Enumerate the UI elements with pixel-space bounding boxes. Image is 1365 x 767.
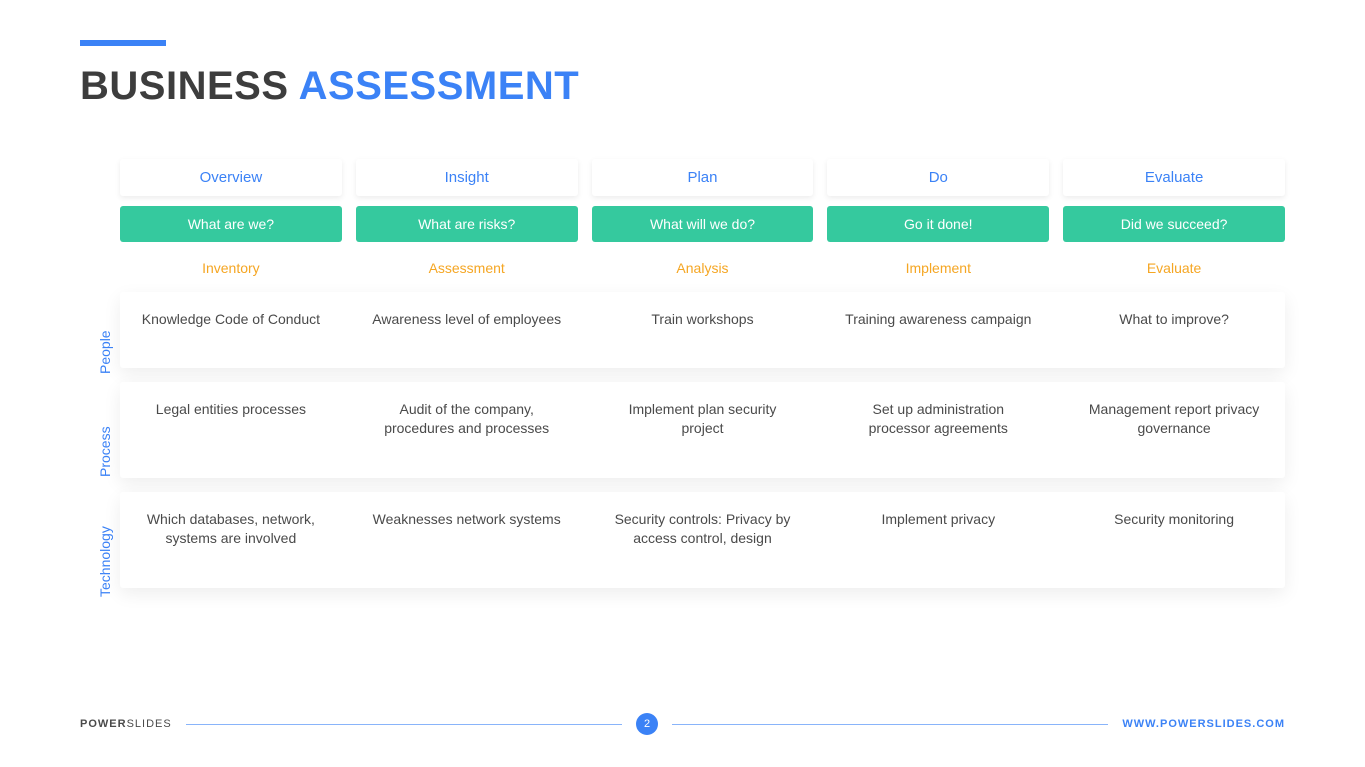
- row-labels: People Process Technology: [90, 307, 120, 617]
- question-row: What are we? What are risks? What will w…: [120, 206, 1285, 242]
- cell-people-implement: Training awareness campaign: [827, 310, 1049, 350]
- footer-brand: POWERSLIDES: [80, 718, 172, 730]
- row-label-technology: Technology: [90, 507, 120, 617]
- footer-line-right: [672, 724, 1108, 725]
- header-evaluate: Evaluate: [1063, 159, 1285, 196]
- footer-line-left: [186, 724, 622, 725]
- subheader-row: Inventory Assessment Analysis Implement …: [120, 256, 1285, 280]
- row-label-process: Process: [90, 397, 120, 507]
- header-do: Do: [827, 159, 1049, 196]
- title-accent-bar: [80, 40, 166, 46]
- cell-people-inventory: Knowledge Code of Conduct: [120, 310, 342, 350]
- cell-process-evaluate: Management report privacy governance: [1063, 400, 1285, 460]
- cell-technology-implement: Implement privacy: [827, 510, 1049, 570]
- footer-brand-light: SLIDES: [127, 718, 172, 730]
- header-overview: Overview: [120, 159, 342, 196]
- cell-process-assessment: Audit of the company, procedures and pro…: [356, 400, 578, 460]
- page-number: 2: [636, 713, 658, 735]
- question-overview: What are we?: [120, 206, 342, 242]
- question-insight: What are risks?: [356, 206, 578, 242]
- assessment-matrix: People Process Technology Overview Insig…: [80, 159, 1285, 617]
- cell-technology-inventory: Which databases, network, systems are in…: [120, 510, 342, 570]
- row-label-people: People: [90, 307, 120, 397]
- subheader-inventory: Inventory: [120, 256, 342, 280]
- page-title: BUSINESS ASSESSMENT: [80, 64, 1285, 109]
- title-part-1: BUSINESS: [80, 64, 299, 108]
- cell-technology-assessment: Weaknesses network systems: [356, 510, 578, 570]
- data-row-people: Knowledge Code of Conduct Awareness leve…: [120, 292, 1285, 368]
- cell-technology-evaluate: Security monitoring: [1063, 510, 1285, 570]
- cell-people-assessment: Awareness level of employees: [356, 310, 578, 350]
- footer-brand-bold: POWER: [80, 718, 127, 730]
- cell-process-implement: Set up administration processor agreemen…: [827, 400, 1049, 460]
- question-evaluate: Did we succeed?: [1063, 206, 1285, 242]
- matrix-body: Overview Insight Plan Do Evaluate What a…: [120, 159, 1285, 617]
- subheader-analysis: Analysis: [592, 256, 814, 280]
- slide: BUSINESS ASSESSMENT People Process Techn…: [0, 0, 1365, 767]
- subheader-implement: Implement: [827, 256, 1049, 280]
- question-do: Go it done!: [827, 206, 1049, 242]
- slide-footer: POWERSLIDES 2 WWW.POWERSLIDES.COM: [80, 713, 1285, 735]
- cell-people-analysis: Train workshops: [592, 310, 814, 350]
- data-row-process: Legal entities processes Audit of the co…: [120, 382, 1285, 478]
- data-row-technology: Which databases, network, systems are in…: [120, 492, 1285, 588]
- header-plan: Plan: [592, 159, 814, 196]
- header-row: Overview Insight Plan Do Evaluate: [120, 159, 1285, 196]
- question-plan: What will we do?: [592, 206, 814, 242]
- cell-process-inventory: Legal entities processes: [120, 400, 342, 460]
- subheader-evaluate: Evaluate: [1063, 256, 1285, 280]
- subheader-assessment: Assessment: [356, 256, 578, 280]
- cell-process-analysis: Implement plan security project: [592, 400, 814, 460]
- footer-url: WWW.POWERSLIDES.COM: [1122, 718, 1285, 730]
- header-insight: Insight: [356, 159, 578, 196]
- cell-people-evaluate: What to improve?: [1063, 310, 1285, 350]
- title-part-2: ASSESSMENT: [299, 64, 580, 108]
- cell-technology-analysis: Security controls: Privacy by access con…: [592, 510, 814, 570]
